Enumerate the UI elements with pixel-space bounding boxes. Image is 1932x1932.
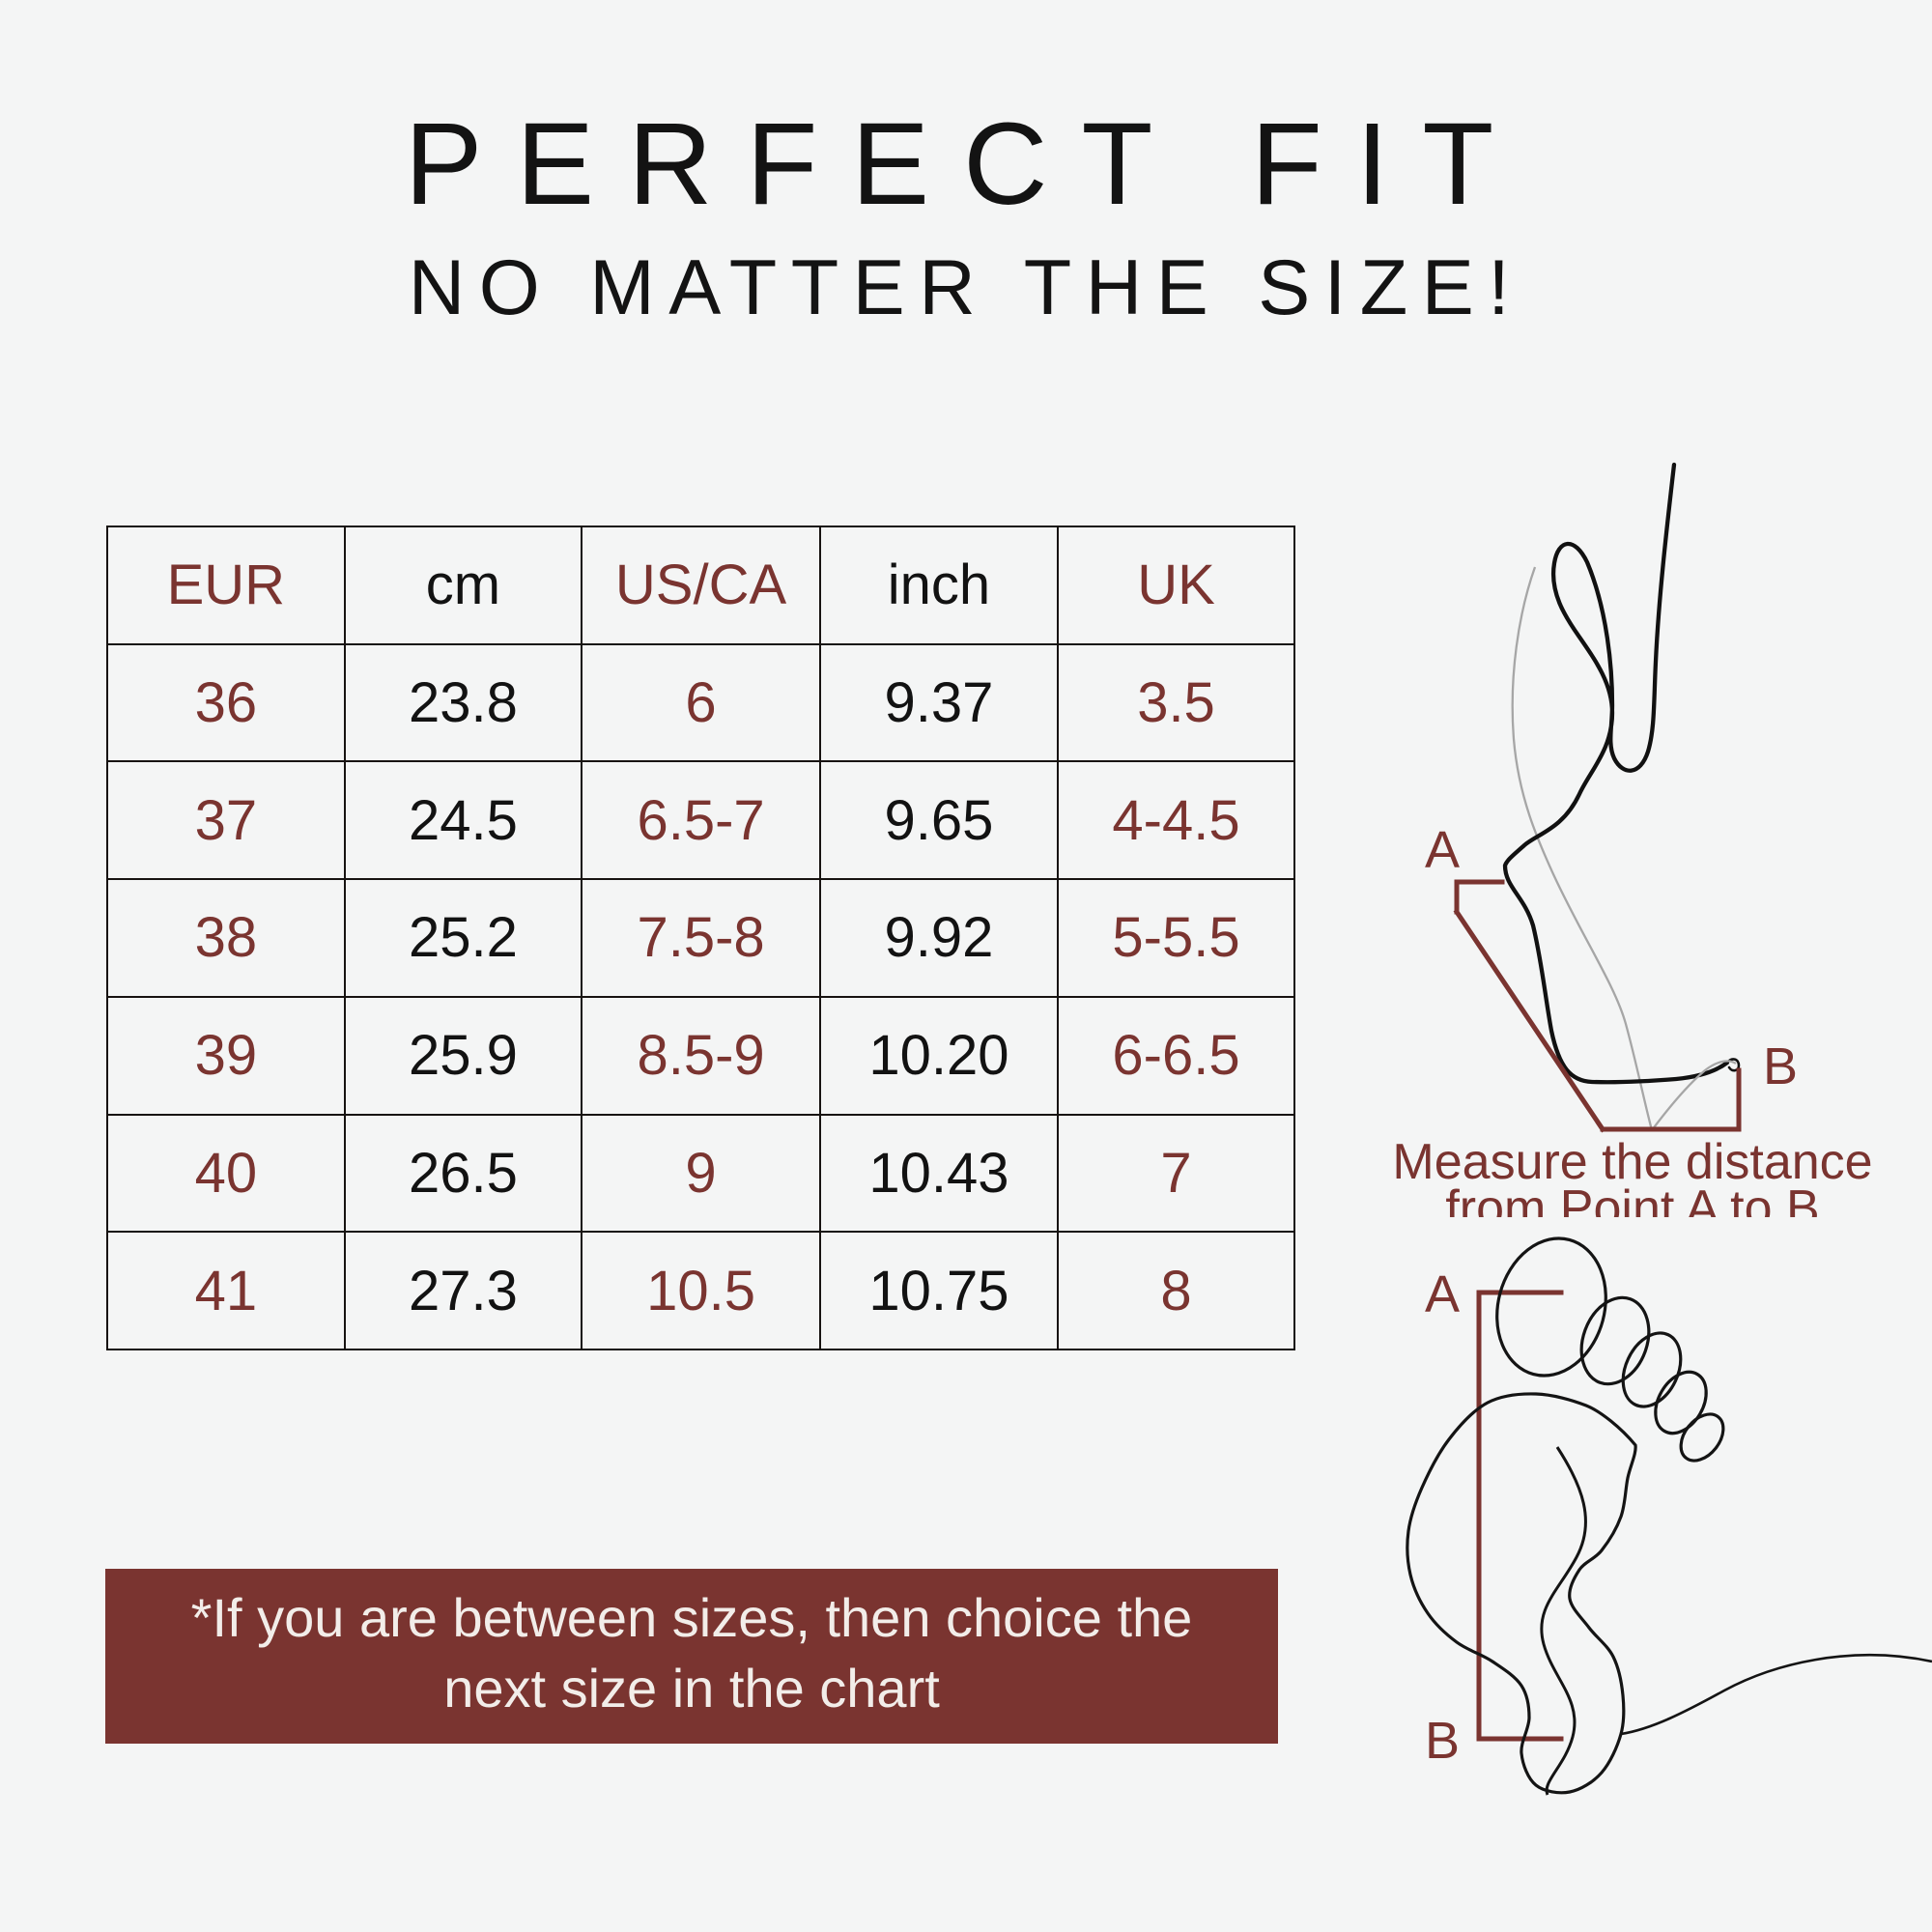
svg-text:B: B xyxy=(1763,1037,1798,1095)
svg-text:A: A xyxy=(1425,1265,1460,1323)
svg-text:A: A xyxy=(1425,821,1460,879)
svg-text:B: B xyxy=(1425,1712,1460,1770)
